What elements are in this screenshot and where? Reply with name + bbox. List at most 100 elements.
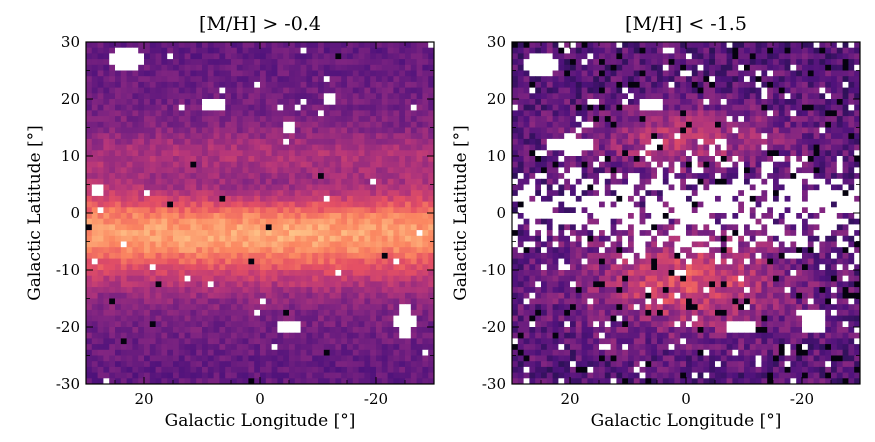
heatmap-cell — [149, 178, 156, 185]
heatmap-cell — [674, 161, 681, 168]
heatmap-cell — [697, 53, 704, 60]
heatmap-cell — [807, 156, 814, 163]
heatmap-cell — [813, 161, 820, 168]
heatmap-cell — [393, 372, 400, 379]
heatmap-cell — [335, 224, 342, 231]
heatmap-cell — [155, 144, 162, 151]
heatmap-cell — [202, 184, 209, 191]
heatmap-cell — [219, 190, 226, 197]
heatmap-cell — [651, 138, 658, 145]
heatmap-cell — [370, 99, 377, 106]
heatmap-cell — [91, 372, 98, 379]
heatmap-cell — [744, 64, 751, 71]
heatmap-cell — [393, 42, 400, 49]
heatmap-cell — [732, 133, 739, 140]
heatmap-cell — [271, 201, 278, 208]
heatmap-cell — [277, 127, 284, 134]
heatmap-cell — [393, 87, 400, 94]
heatmap-cell — [231, 292, 238, 299]
heatmap-cell — [848, 138, 855, 145]
heatmap-cell — [639, 138, 646, 145]
heatmap-cell — [428, 195, 435, 202]
heatmap-cell — [523, 93, 530, 100]
heatmap-cell — [364, 110, 371, 117]
heatmap-cell — [190, 292, 197, 299]
heatmap-cell — [306, 138, 313, 145]
heatmap-cell — [703, 64, 710, 71]
heatmap-cell — [639, 116, 646, 123]
heatmap-cell — [662, 42, 669, 49]
heatmap-cell — [86, 270, 93, 277]
heatmap-cell — [842, 93, 849, 100]
heatmap-cell — [358, 76, 365, 83]
heatmap-cell — [248, 281, 255, 288]
heatmap-cell — [604, 127, 611, 134]
heatmap-cell — [213, 116, 220, 123]
heatmap-cell — [416, 59, 423, 66]
heatmap-cell — [196, 81, 203, 88]
heatmap-cell — [399, 110, 406, 117]
heatmap-cell — [370, 144, 377, 151]
heatmap-cell — [387, 195, 394, 202]
heatmap-cell — [306, 99, 313, 106]
heatmap-cell — [668, 116, 675, 123]
heatmap-cell — [370, 258, 377, 265]
heatmap-cell — [422, 87, 429, 94]
heatmap-cell — [178, 201, 185, 208]
heatmap-cell — [260, 224, 267, 231]
heatmap-cell — [546, 156, 553, 163]
heatmap-cell — [341, 361, 348, 368]
heatmap-cell — [132, 47, 139, 54]
heatmap-cell — [155, 150, 162, 157]
heatmap-cell — [358, 178, 365, 185]
heatmap-cell — [802, 104, 809, 111]
heatmap-cell — [581, 76, 588, 83]
heatmap-cell — [184, 327, 191, 334]
heatmap-cell — [318, 190, 325, 197]
heatmap-cell — [173, 309, 180, 316]
heatmap-cell — [376, 258, 383, 265]
heatmap-cell — [381, 366, 388, 373]
heatmap-cell — [819, 47, 826, 54]
heatmap-cell — [422, 104, 429, 111]
heatmap-cell — [329, 161, 336, 168]
heatmap-cell — [604, 138, 611, 145]
heatmap-cell — [842, 59, 849, 66]
heatmap-cell — [633, 110, 640, 117]
heatmap-cell — [616, 161, 623, 168]
heatmap-cell — [318, 292, 325, 299]
heatmap-cell — [294, 173, 301, 180]
heatmap-cell — [144, 93, 151, 100]
heatmap-cell — [329, 144, 336, 151]
heatmap-cell — [703, 150, 710, 157]
heatmap-cell — [628, 138, 635, 145]
heatmap-cell — [271, 93, 278, 100]
heatmap-cell — [726, 99, 733, 106]
heatmap-cell — [120, 270, 127, 277]
heatmap-cell — [120, 344, 127, 351]
heatmap-cell — [242, 207, 249, 214]
heatmap-cell — [213, 59, 220, 66]
heatmap-cell — [657, 127, 664, 134]
heatmap-cell — [341, 173, 348, 180]
heatmap-cell — [523, 76, 530, 83]
heatmap-cell — [370, 349, 377, 356]
heatmap-cell — [306, 150, 313, 157]
heatmap-cell — [202, 230, 209, 237]
heatmap-cell — [271, 241, 278, 248]
heatmap-cell — [132, 344, 139, 351]
heatmap-cell — [726, 70, 733, 77]
heatmap-cell — [836, 161, 843, 168]
heatmap-cell — [767, 104, 774, 111]
heatmap-cell — [645, 64, 652, 71]
heatmap-cell — [341, 366, 348, 373]
heatmap-cell — [744, 116, 751, 123]
heatmap-cell — [144, 378, 151, 385]
heatmap-cell — [242, 372, 249, 379]
heatmap-cell — [260, 315, 267, 322]
heatmap-cell — [558, 150, 565, 157]
heatmap-cell — [581, 47, 588, 54]
heatmap-cell — [318, 361, 325, 368]
heatmap-cell — [376, 173, 383, 180]
heatmap-cell — [376, 281, 383, 288]
